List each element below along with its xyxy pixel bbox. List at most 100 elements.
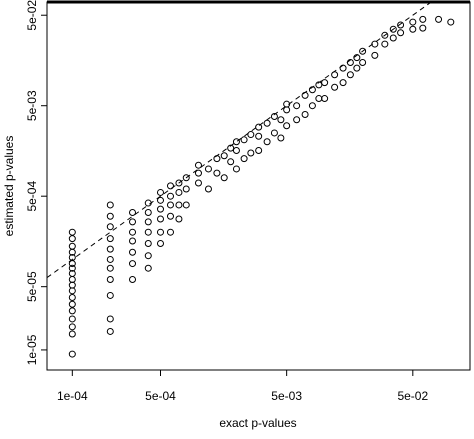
point <box>204 165 212 173</box>
point <box>301 91 309 99</box>
point <box>232 138 240 146</box>
point <box>263 119 271 127</box>
point <box>129 209 137 217</box>
point <box>227 158 235 166</box>
point <box>381 31 389 39</box>
point <box>182 201 190 209</box>
point <box>68 323 76 331</box>
point <box>68 276 76 284</box>
point <box>227 144 235 152</box>
y-tick-label: 5e-03 <box>25 90 39 121</box>
point <box>129 276 137 284</box>
point <box>447 18 455 26</box>
point <box>129 260 137 268</box>
point <box>129 248 137 256</box>
point <box>359 59 367 67</box>
plot-frame <box>46 1 471 371</box>
point <box>144 209 152 217</box>
point <box>315 81 323 89</box>
point <box>175 201 183 209</box>
point <box>68 281 76 289</box>
point <box>144 240 152 248</box>
point <box>68 350 76 358</box>
point <box>255 123 263 131</box>
point <box>68 235 76 243</box>
point <box>175 188 183 196</box>
point <box>156 215 164 223</box>
point <box>106 264 114 272</box>
point <box>220 174 228 182</box>
point <box>270 129 278 137</box>
point <box>419 24 427 32</box>
point <box>68 254 76 262</box>
point <box>129 237 137 245</box>
point <box>277 116 285 124</box>
point <box>283 122 291 130</box>
point <box>182 174 190 182</box>
x-tick-label: 1e-04 <box>57 389 88 403</box>
point <box>68 242 76 250</box>
y-axis-title: estimated p-values <box>2 136 16 237</box>
point <box>353 64 361 72</box>
y-tick-label: 5e-02 <box>25 0 39 31</box>
point <box>156 240 164 248</box>
point <box>156 228 164 236</box>
point <box>419 15 427 23</box>
point <box>106 327 114 335</box>
point <box>106 212 114 220</box>
point <box>353 54 361 62</box>
point <box>68 307 76 315</box>
point <box>204 185 212 193</box>
point <box>129 228 137 236</box>
point <box>346 59 354 67</box>
point <box>106 291 114 299</box>
point <box>283 106 291 114</box>
point <box>106 235 114 243</box>
point <box>247 131 255 139</box>
point <box>277 134 285 142</box>
point <box>232 165 240 173</box>
point <box>106 315 114 323</box>
x-tick-label: 5e-04 <box>145 389 176 403</box>
point <box>68 293 76 301</box>
y-tick-label: 5e-05 <box>25 271 39 302</box>
point <box>68 330 76 338</box>
point <box>321 95 329 103</box>
point <box>194 179 202 187</box>
point <box>263 138 271 146</box>
point <box>255 146 263 154</box>
point <box>166 182 174 190</box>
point <box>213 169 221 177</box>
point <box>339 64 347 72</box>
point <box>255 132 263 140</box>
point <box>293 102 301 110</box>
point <box>213 155 221 163</box>
point <box>166 192 174 200</box>
point <box>144 252 152 260</box>
point <box>240 155 248 163</box>
point <box>156 205 164 213</box>
point <box>156 196 164 204</box>
point <box>397 29 405 37</box>
point <box>371 40 379 48</box>
point <box>156 188 164 196</box>
point <box>409 25 417 33</box>
point <box>293 116 301 124</box>
point <box>339 79 347 87</box>
point <box>175 215 183 223</box>
point <box>106 255 114 263</box>
point <box>371 51 379 59</box>
point <box>166 201 174 209</box>
point <box>359 47 367 55</box>
point <box>194 169 202 177</box>
reference-line <box>47 2 433 279</box>
point <box>240 136 248 144</box>
point <box>283 100 291 108</box>
point <box>166 212 174 220</box>
point <box>144 264 152 272</box>
point <box>68 228 76 236</box>
point <box>144 218 152 226</box>
point <box>308 86 316 94</box>
point <box>194 161 202 169</box>
point <box>129 218 137 226</box>
